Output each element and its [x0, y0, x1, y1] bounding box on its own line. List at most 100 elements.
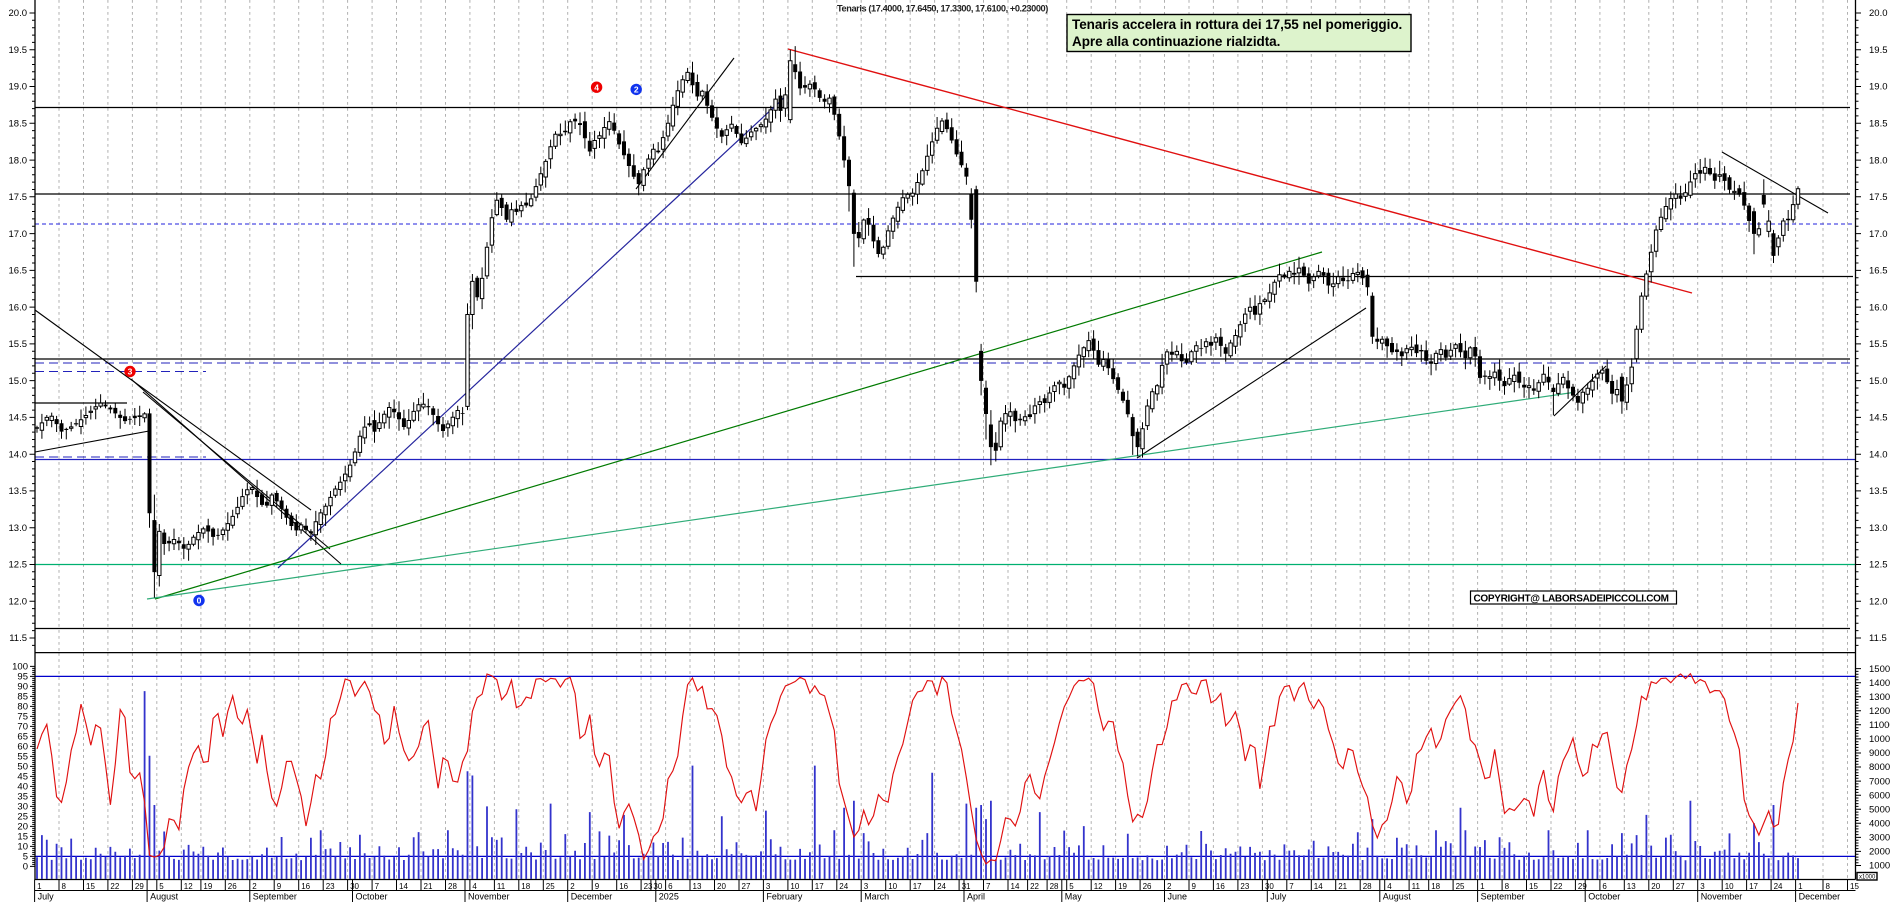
svg-text:September: September: [253, 892, 297, 902]
svg-text:14: 14: [1011, 882, 1020, 891]
svg-text:25: 25: [17, 812, 28, 823]
svg-text:November: November: [1701, 892, 1743, 902]
svg-text:17.0: 17.0: [1869, 229, 1888, 240]
svg-text:22: 22: [1030, 882, 1039, 891]
svg-text:23: 23: [1240, 882, 1249, 891]
svg-text:19: 19: [1118, 882, 1127, 891]
svg-text:15: 15: [1529, 882, 1538, 891]
svg-text:25: 25: [1456, 882, 1465, 891]
svg-text:9: 9: [595, 882, 600, 891]
svg-text:December: December: [571, 892, 613, 902]
svg-text:October: October: [356, 892, 388, 902]
svg-text:30: 30: [1265, 882, 1274, 891]
svg-text:3: 3: [128, 367, 133, 377]
svg-text:15000: 15000: [1869, 664, 1890, 675]
svg-text:20.0: 20.0: [9, 8, 28, 19]
svg-text:10: 10: [888, 882, 897, 891]
svg-text:19: 19: [203, 882, 212, 891]
svg-text:18.0: 18.0: [9, 155, 28, 166]
svg-text:10: 10: [17, 842, 28, 853]
svg-text:12.5: 12.5: [1869, 560, 1888, 571]
svg-text:5000: 5000: [1869, 804, 1890, 815]
svg-text:8: 8: [1505, 882, 1510, 891]
svg-text:26: 26: [1143, 882, 1152, 891]
svg-text:15.0: 15.0: [9, 376, 28, 387]
svg-text:70: 70: [17, 722, 28, 733]
svg-text:80: 80: [17, 702, 28, 713]
svg-text:14.5: 14.5: [9, 413, 28, 424]
svg-text:Tenaris accelera in rottura de: Tenaris accelera in rottura dei 17,55 ne…: [1072, 17, 1402, 32]
svg-text:55: 55: [17, 752, 28, 763]
svg-text:11: 11: [1412, 882, 1421, 891]
svg-text:12: 12: [1094, 882, 1103, 891]
svg-text:24: 24: [1774, 882, 1783, 891]
svg-text:12000: 12000: [1869, 706, 1890, 717]
svg-text:7000: 7000: [1869, 776, 1890, 787]
svg-text:16: 16: [1216, 882, 1225, 891]
svg-text:13.5: 13.5: [9, 486, 28, 497]
svg-text:11.5: 11.5: [1869, 633, 1887, 644]
svg-text:22: 22: [1554, 882, 1563, 891]
svg-text:x1000: x1000: [1859, 875, 1876, 881]
svg-text:0: 0: [23, 862, 28, 873]
svg-text:15: 15: [17, 832, 28, 843]
svg-text:14: 14: [399, 882, 408, 891]
svg-text:31: 31: [962, 882, 971, 891]
svg-text:3: 3: [766, 882, 771, 891]
svg-text:20: 20: [1651, 882, 1660, 891]
svg-text:30: 30: [350, 882, 359, 891]
svg-text:September: September: [1481, 892, 1525, 902]
svg-text:6000: 6000: [1869, 790, 1890, 801]
svg-text:75: 75: [17, 712, 28, 723]
svg-text:1000: 1000: [1869, 861, 1890, 872]
svg-text:November: November: [468, 892, 510, 902]
svg-text:COPYRIGHT@ LABORSADEIPICCOLI.C: COPYRIGHT@ LABORSADEIPICCOLI.COM: [1474, 594, 1669, 605]
svg-text:10000: 10000: [1869, 734, 1890, 745]
svg-text:14.0: 14.0: [1869, 449, 1888, 460]
svg-text:May: May: [1065, 892, 1083, 902]
svg-text:24: 24: [839, 882, 848, 891]
svg-text:40: 40: [17, 782, 28, 793]
svg-text:18.5: 18.5: [9, 119, 28, 130]
svg-text:21: 21: [424, 882, 433, 891]
svg-text:4: 4: [472, 882, 477, 891]
svg-text:5: 5: [159, 882, 164, 891]
svg-text:21: 21: [1338, 882, 1347, 891]
svg-text:22: 22: [110, 882, 119, 891]
svg-text:23: 23: [326, 882, 335, 891]
svg-text:7: 7: [1289, 882, 1294, 891]
svg-text:13: 13: [693, 882, 702, 891]
svg-text:50: 50: [17, 762, 28, 773]
svg-text:7: 7: [986, 882, 991, 891]
svg-text:5: 5: [1069, 882, 1074, 891]
svg-text:11000: 11000: [1869, 720, 1890, 731]
svg-text:18: 18: [1431, 882, 1440, 891]
svg-text:March: March: [864, 892, 889, 902]
svg-text:10: 10: [1725, 882, 1734, 891]
svg-text:3: 3: [864, 882, 869, 891]
svg-text:95: 95: [17, 672, 28, 683]
svg-text:16.0: 16.0: [9, 302, 28, 313]
svg-text:17: 17: [913, 882, 922, 891]
svg-text:2025: 2025: [659, 892, 679, 902]
svg-text:9: 9: [1192, 882, 1197, 891]
svg-text:2: 2: [1167, 882, 1172, 891]
svg-text:9: 9: [277, 882, 282, 891]
svg-text:35: 35: [17, 792, 28, 803]
svg-text:1: 1: [1798, 882, 1803, 891]
svg-text:6: 6: [1602, 882, 1607, 891]
svg-text:7: 7: [375, 882, 380, 891]
svg-text:12.5: 12.5: [9, 560, 28, 571]
svg-text:17.5: 17.5: [1869, 192, 1888, 203]
svg-text:2: 2: [252, 882, 257, 891]
svg-text:20: 20: [717, 882, 726, 891]
svg-text:19.5: 19.5: [9, 45, 28, 56]
svg-text:1: 1: [37, 882, 42, 891]
svg-text:16: 16: [619, 882, 628, 891]
svg-text:65: 65: [17, 732, 28, 743]
svg-text:8: 8: [1826, 882, 1831, 891]
svg-text:15.5: 15.5: [1869, 339, 1888, 350]
svg-text:October: October: [1588, 892, 1620, 902]
svg-text:19.0: 19.0: [1869, 82, 1888, 93]
svg-text:85: 85: [17, 692, 28, 703]
